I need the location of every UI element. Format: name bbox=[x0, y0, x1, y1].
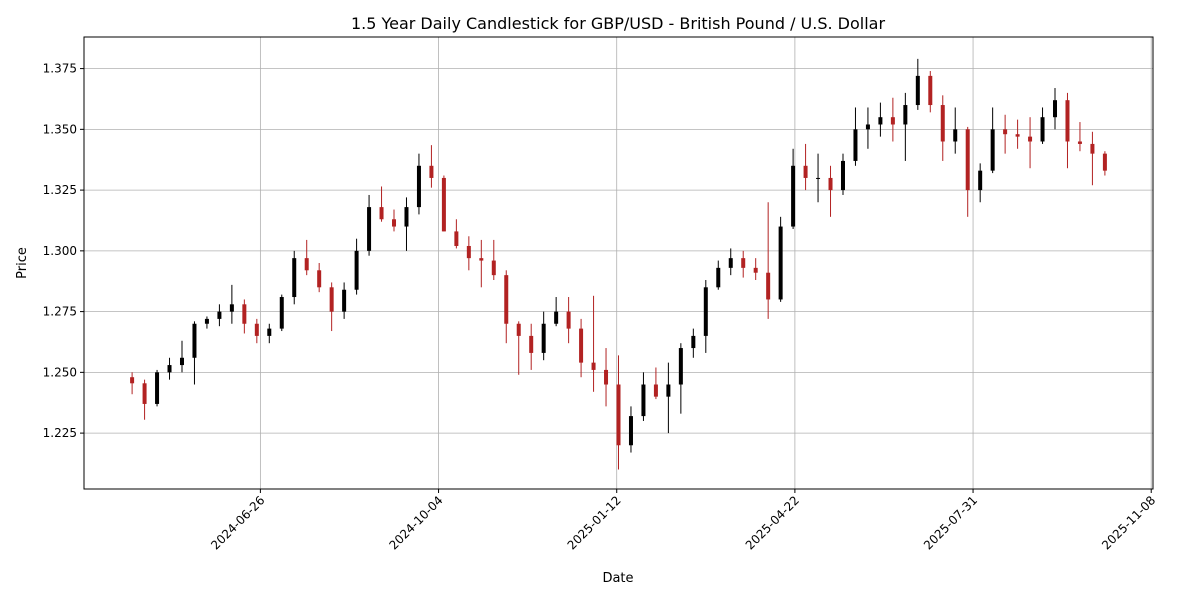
candle-body bbox=[753, 267, 758, 273]
candle-body bbox=[179, 357, 184, 366]
chart-title: 1.5 Year Daily Candlestick for GBP/USD -… bbox=[351, 14, 886, 33]
candle-body bbox=[342, 289, 347, 312]
candle-body bbox=[479, 258, 484, 261]
y-tick-label: 1.350 bbox=[43, 122, 77, 136]
candle-body bbox=[466, 245, 471, 259]
candle-body bbox=[566, 311, 571, 329]
y-tick-label: 1.325 bbox=[43, 183, 77, 197]
candle-body bbox=[853, 129, 858, 161]
candle-body bbox=[155, 372, 160, 404]
candle-body bbox=[766, 272, 771, 300]
candle-body bbox=[130, 377, 135, 384]
candle-body bbox=[429, 165, 434, 178]
candle-body bbox=[828, 177, 833, 191]
y-axis-label: Price bbox=[15, 247, 30, 279]
candle-body bbox=[1053, 100, 1058, 118]
candle-body bbox=[1028, 136, 1033, 142]
candle-body bbox=[628, 416, 633, 446]
candle-body bbox=[367, 207, 372, 251]
candle-body bbox=[890, 117, 895, 125]
candle-body bbox=[728, 258, 733, 268]
candle-body bbox=[292, 258, 297, 298]
candle-body bbox=[579, 328, 584, 363]
candle-body bbox=[279, 297, 284, 329]
candle-body bbox=[691, 335, 696, 349]
candle-body bbox=[940, 105, 945, 142]
x-axis-label: Date bbox=[602, 571, 633, 586]
candle-body bbox=[354, 250, 359, 290]
candle-body bbox=[416, 165, 421, 208]
candle-body bbox=[267, 328, 272, 336]
candle-body bbox=[167, 365, 172, 373]
candle-body bbox=[591, 362, 596, 370]
candle-body bbox=[816, 177, 821, 179]
candle-body bbox=[1015, 134, 1020, 137]
candle-body bbox=[1077, 141, 1082, 144]
candle-body bbox=[404, 207, 409, 227]
candle-body bbox=[1102, 153, 1107, 171]
y-tick-label: 1.375 bbox=[43, 62, 77, 76]
candle-body bbox=[554, 311, 559, 324]
x-tick-label: 2024-10-04 bbox=[386, 493, 445, 552]
x-tick-label: 2024-06-26 bbox=[208, 493, 267, 552]
candle-body bbox=[329, 287, 334, 312]
candle-body bbox=[441, 177, 446, 232]
y-tick-label: 1.225 bbox=[43, 426, 77, 440]
candle-body bbox=[878, 117, 883, 125]
candle-body bbox=[791, 165, 796, 227]
candle-body bbox=[229, 304, 234, 312]
candle-body bbox=[1040, 117, 1045, 142]
candle-body bbox=[392, 219, 397, 227]
candle-body bbox=[653, 384, 658, 397]
candle-body bbox=[254, 323, 259, 336]
candle-body bbox=[529, 335, 534, 353]
candle-body bbox=[990, 129, 995, 171]
candle-body bbox=[204, 318, 209, 324]
candle-body bbox=[217, 311, 222, 319]
candle-body bbox=[778, 226, 783, 300]
y-tick-label: 1.250 bbox=[43, 365, 77, 379]
plot-frame bbox=[83, 36, 1154, 490]
candle-body bbox=[641, 384, 646, 417]
candle-body bbox=[678, 348, 683, 385]
candle-body bbox=[304, 258, 309, 271]
candle-body bbox=[978, 170, 983, 191]
candle-body bbox=[716, 267, 721, 288]
candle-body bbox=[454, 231, 459, 246]
candle-body bbox=[192, 323, 197, 358]
candle-body bbox=[317, 270, 322, 288]
candle-body bbox=[928, 75, 933, 106]
y-tick-label: 1.300 bbox=[43, 244, 77, 258]
candle-body bbox=[541, 323, 546, 353]
y-tick-label: 1.275 bbox=[43, 305, 77, 319]
x-tick-label: 2025-04-22 bbox=[743, 493, 802, 552]
x-tick-label: 2025-11-08 bbox=[1099, 493, 1158, 552]
candle-body bbox=[504, 275, 509, 324]
candle-body bbox=[903, 105, 908, 125]
x-tick-label: 2025-07-31 bbox=[921, 493, 980, 552]
candle-body bbox=[242, 304, 247, 324]
candle-body bbox=[741, 258, 746, 268]
candle-body bbox=[604, 369, 609, 385]
candle-body bbox=[616, 384, 621, 446]
candle-body bbox=[803, 165, 808, 178]
candle-body bbox=[1065, 100, 1070, 142]
candle-body bbox=[865, 124, 870, 130]
x-tick-label: 2025-01-12 bbox=[565, 493, 624, 552]
candle-body bbox=[516, 323, 521, 336]
candle-body bbox=[142, 383, 147, 404]
candle-body bbox=[965, 129, 970, 191]
candle-body bbox=[1003, 129, 1008, 135]
candle-body bbox=[666, 384, 671, 397]
candle-body bbox=[953, 129, 958, 142]
candle-body bbox=[491, 260, 496, 276]
candle-body bbox=[915, 75, 920, 106]
candle-body bbox=[840, 160, 845, 191]
candle-body bbox=[703, 287, 708, 336]
candle-body bbox=[1090, 143, 1095, 154]
candle-body bbox=[379, 207, 384, 220]
